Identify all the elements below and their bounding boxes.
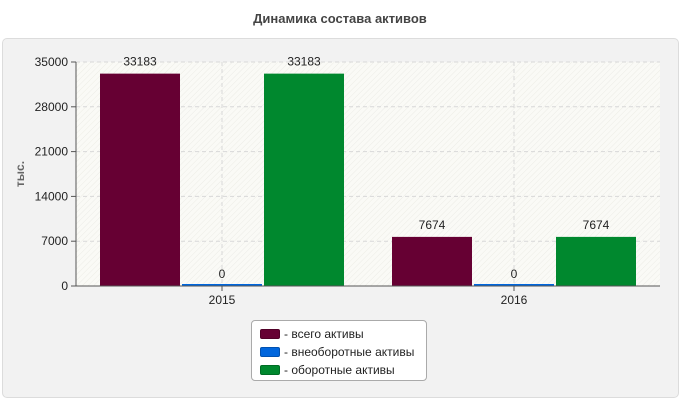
y-tick-label: 21000 [35, 145, 69, 159]
y-tick-label: 35000 [35, 55, 69, 69]
legend: - всего активы - внеоборотные активы - о… [251, 320, 427, 381]
bar [100, 73, 180, 286]
x-tick-label: 2016 [501, 293, 528, 307]
bar [556, 236, 636, 286]
legend-swatch-current-assets [260, 365, 280, 375]
legend-item-current-assets: - оборотные активы [252, 361, 426, 379]
bar-value-label: 0 [511, 267, 518, 281]
y-tick-label: 14000 [35, 189, 69, 203]
y-tick-label: 0 [61, 279, 68, 293]
y-tick-label: 28000 [35, 100, 69, 114]
legend-label-noncurrent-assets: - внеоборотные активы [284, 345, 415, 359]
x-tick-label: 2015 [209, 293, 236, 307]
legend-item-noncurrent-assets: - внеоборотные активы [252, 343, 426, 361]
bar [474, 284, 554, 286]
bar [264, 73, 344, 286]
bar-value-label: 7674 [583, 218, 610, 232]
bar-value-label: 7674 [419, 218, 446, 232]
legend-label-total-assets: - всего активы [284, 327, 364, 341]
bar-value-label: 33183 [287, 55, 321, 69]
legend-label-current-assets: - оборотные активы [284, 363, 395, 377]
y-axis-label: тыс. [13, 161, 27, 187]
bar-value-label: 33183 [123, 55, 157, 69]
legend-swatch-total-assets [260, 329, 280, 339]
bar-value-label: 0 [219, 267, 226, 281]
y-tick-label: 7000 [41, 234, 68, 248]
legend-swatch-noncurrent-assets [260, 347, 280, 357]
chart-title: Динамика состава активов [253, 11, 427, 26]
bar [392, 236, 472, 286]
bar [182, 284, 262, 286]
legend-item-total-assets: - всего активы [252, 325, 426, 343]
